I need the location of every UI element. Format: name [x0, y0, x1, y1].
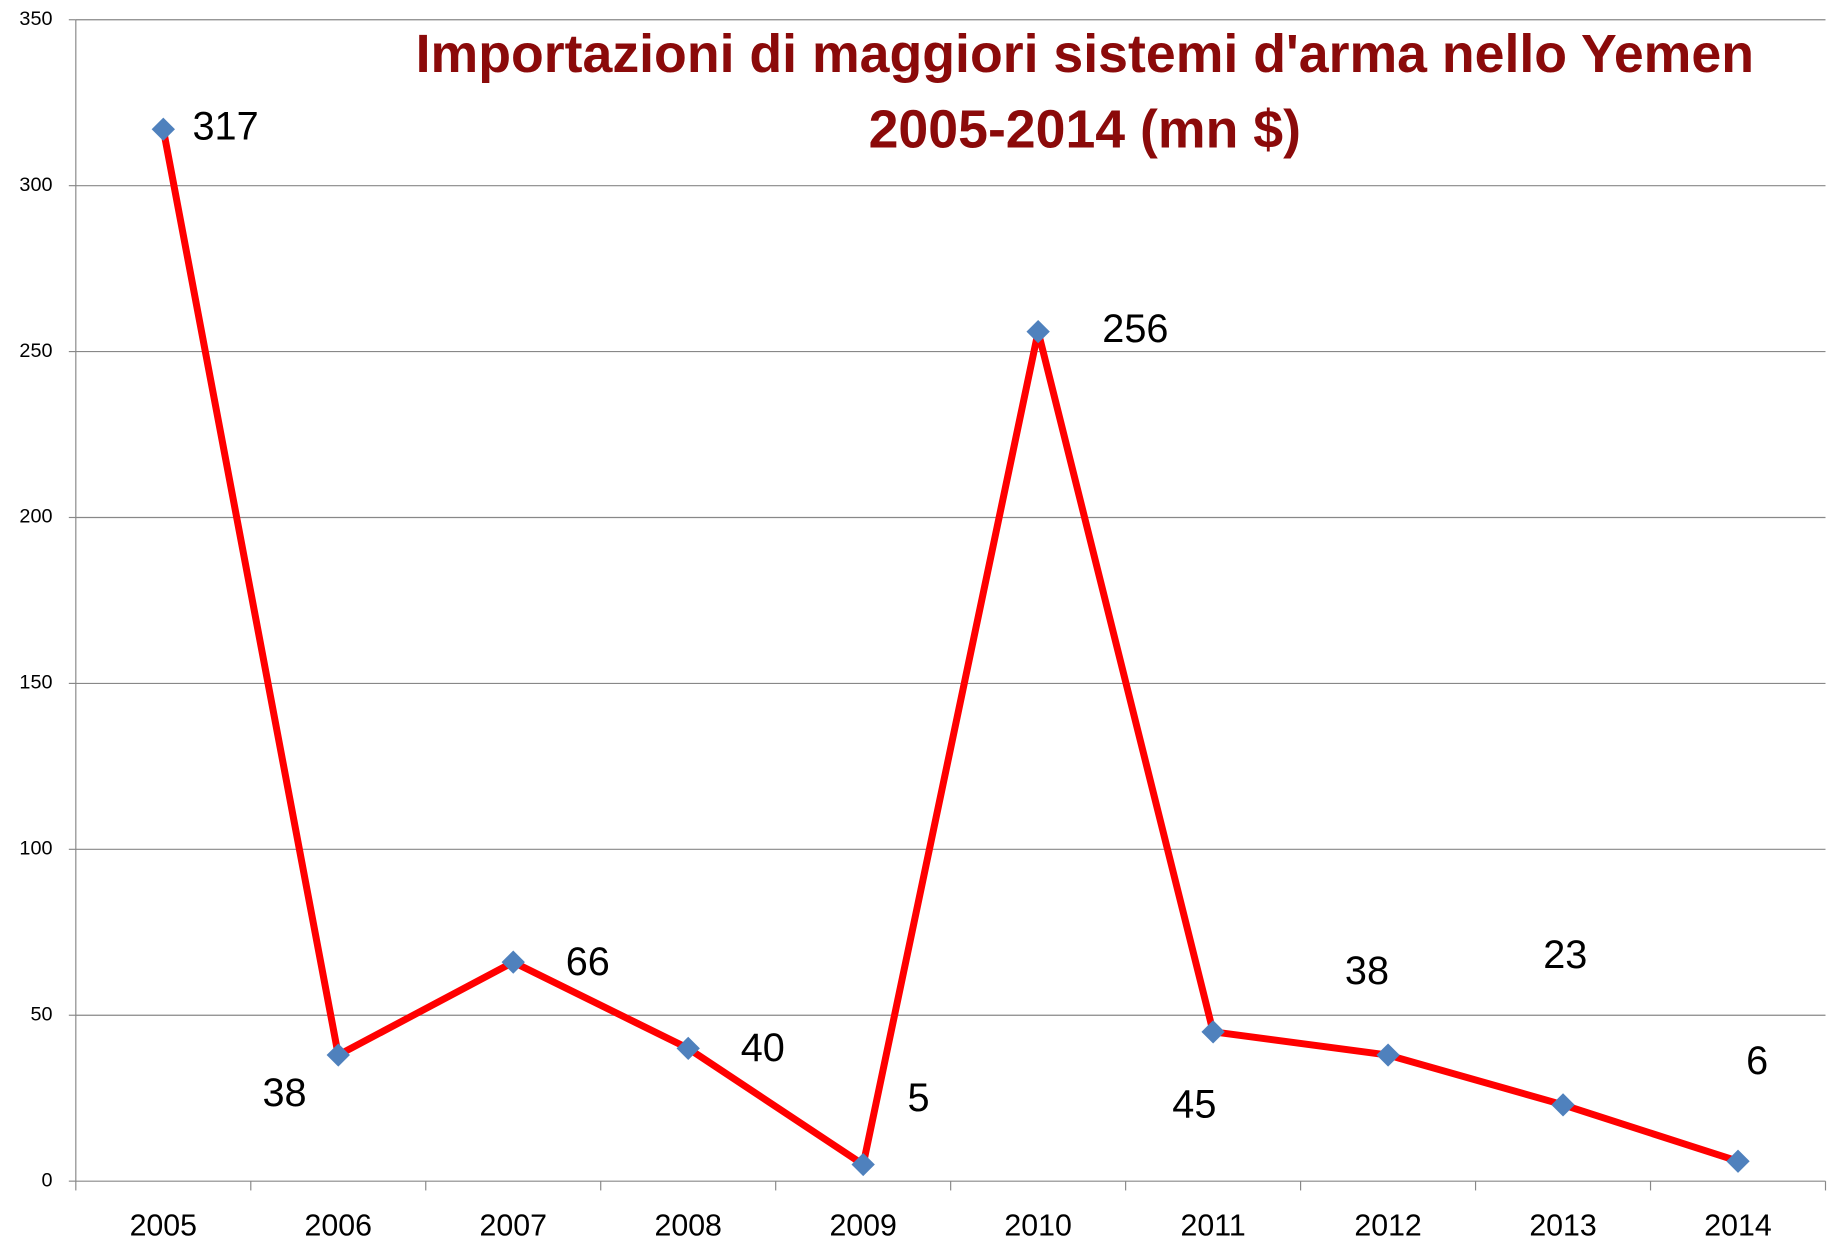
- data-label: 38: [262, 1071, 306, 1115]
- y-tick-label: 150: [19, 672, 52, 694]
- data-label: 45: [1172, 1083, 1216, 1127]
- marker: [1551, 1093, 1575, 1117]
- y-tick-label: 100: [19, 838, 52, 860]
- marker: [151, 117, 175, 141]
- x-tick-label: 2009: [829, 1210, 896, 1243]
- x-tick-label: 2006: [305, 1210, 372, 1243]
- x-tick-label: 2013: [1529, 1210, 1596, 1243]
- marker: [1201, 1020, 1225, 1044]
- x-tick-label: 2014: [1704, 1210, 1771, 1243]
- chart-title: Importazioni di maggiori sistemi d'arma …: [416, 25, 1754, 84]
- data-label: 40: [741, 1026, 785, 1070]
- marker: [501, 950, 525, 974]
- data-label: 317: [192, 105, 258, 149]
- line-series: [159, 128, 1740, 1169]
- data-label: 66: [566, 940, 610, 984]
- x-tick-label: 2007: [480, 1210, 547, 1243]
- marker: [1376, 1043, 1400, 1067]
- x-tick-label: 2010: [1004, 1210, 1071, 1243]
- data-label: 38: [1345, 949, 1389, 993]
- marker: [1026, 320, 1050, 344]
- x-tick-label: 2011: [1181, 1210, 1246, 1243]
- y-tick-label: 350: [19, 8, 52, 30]
- data-label: 23: [1543, 933, 1587, 977]
- y-tick-label: 250: [19, 340, 52, 362]
- y-tick-label: 300: [19, 174, 52, 196]
- y-tick-label: 50: [30, 1003, 52, 1025]
- x-tick-label: 2005: [130, 1210, 197, 1243]
- y-tick-label: 200: [19, 506, 52, 528]
- x-tick-label: 2008: [654, 1210, 721, 1243]
- chart-title: 2005-2014 (mn $): [869, 101, 1301, 160]
- marker: [1726, 1149, 1750, 1173]
- data-label: 5: [908, 1076, 930, 1120]
- x-tick-label: 2012: [1354, 1210, 1421, 1243]
- data-label: 256: [1102, 307, 1168, 351]
- y-tick-label: 0: [41, 1169, 52, 1191]
- data-label: 6: [1746, 1039, 1768, 1083]
- marker: [851, 1152, 875, 1177]
